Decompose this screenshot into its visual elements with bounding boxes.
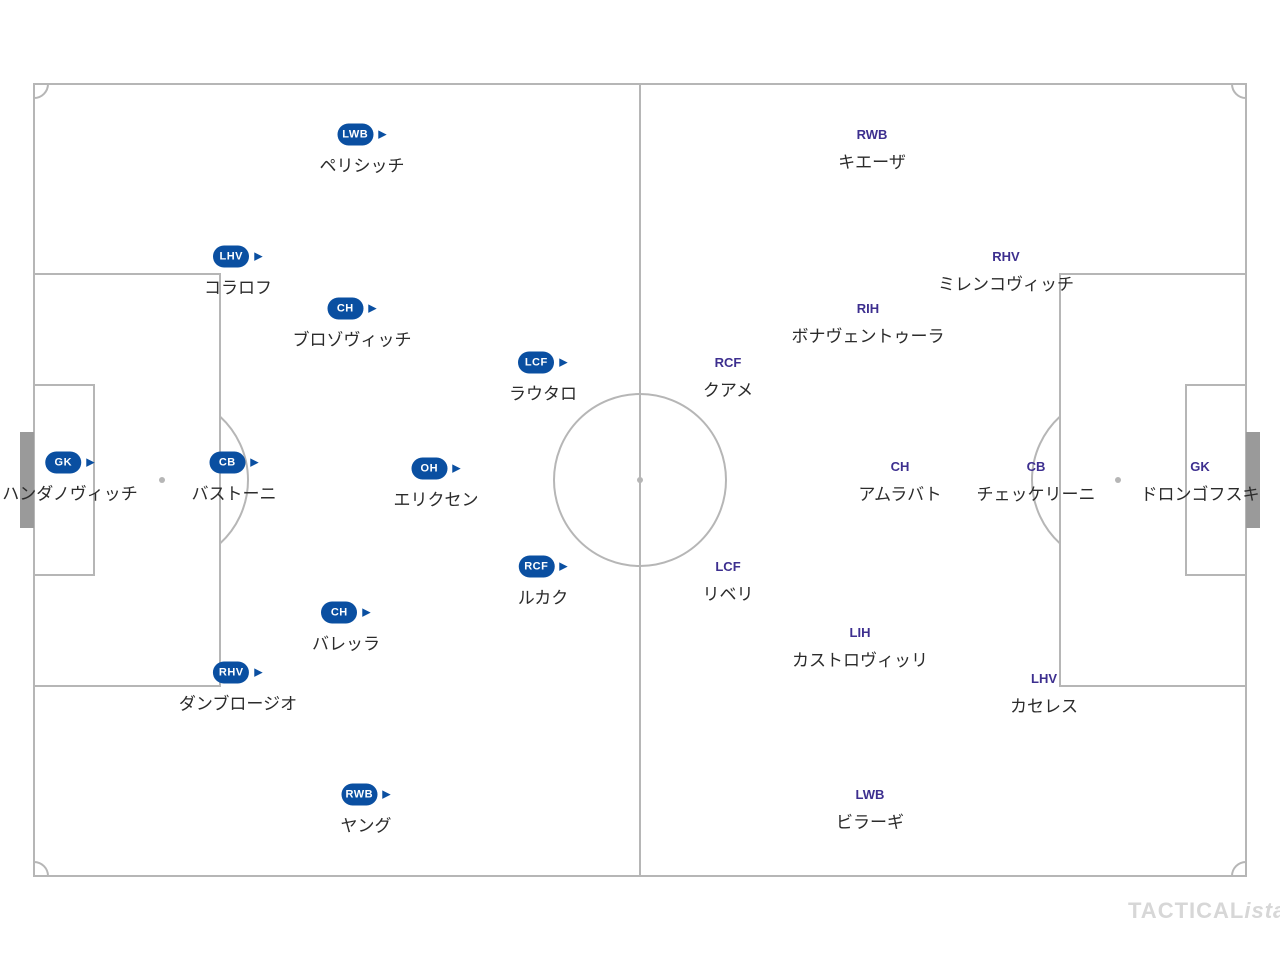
player-name: アムラバト [858,480,941,505]
blue-player-rhv-3: RHV ▶ ダンブロージオ [179,662,297,715]
blue-player-rcf-10: RCF ▶ ルカク [518,556,569,609]
position-badge: RWB [341,784,377,806]
player-name: ダンブロージオ [179,690,297,715]
player-name: ブロゾヴィッチ [293,326,412,351]
purple-player-cb-2: CB チェッケリーニ [977,459,1096,505]
player-name: ボナヴェントゥーラ [792,322,945,347]
player-name: ハンダノヴィッチ [2,480,138,505]
position-label: LWB [836,787,904,802]
position-badge: CH [321,602,357,624]
position-label: RCF [703,355,753,370]
player-name: ヤング [341,812,392,837]
direction-arrow-icon: ▶ [250,456,258,469]
position-badge: GK [45,452,81,474]
purple-player-rwb-4: RWB キエーザ [838,127,906,173]
player-name: バレッラ [312,630,380,655]
blue-player-ch-7: CH ▶ バレッラ [312,602,380,655]
direction-arrow-icon: ▶ [254,666,262,679]
blue-player-gk-0: GK ▶ ハンダノヴィッチ [2,452,138,505]
position-label: LHV [1010,671,1078,686]
watermark-main: TACTICAL [1128,898,1244,923]
player-name: クアメ [703,376,753,401]
direction-arrow-icon: ▶ [382,788,390,801]
player-name: コラロフ [204,274,272,299]
player-name: チェッケリーニ [977,480,1096,505]
purple-player-rcf-9: RCF クアメ [703,355,753,401]
position-badge: OH [411,458,447,480]
blue-player-ch-5: CH ▶ ブロゾヴィッチ [293,298,412,351]
purple-player-lwb-8: LWB ビラーギ [836,787,904,833]
blue-player-rwb-8: RWB ▶ ヤング [341,784,392,837]
player-name: エリクセン [394,486,479,511]
direction-arrow-icon: ▶ [452,462,460,475]
direction-arrow-icon: ▶ [559,560,567,573]
blue-player-cb-2: CB ▶ バストーニ [192,452,277,505]
position-label: RWB [838,127,906,142]
position-badge: RHV [213,662,249,684]
blue-player-oh-6: OH ▶ エリクセン [394,458,479,511]
player-name: カセレス [1010,692,1078,717]
blue-player-lwb-4: LWB ▶ ペリシッチ [320,124,405,177]
player-name: リベリ [703,580,754,605]
player-name: ドロンゴフスキ [1141,480,1260,505]
watermark-ista: ista [1244,898,1280,923]
player-name: カストロヴィッリ [792,646,928,671]
position-badge: LCF [518,352,554,374]
player-name: ラウタロ [509,380,577,405]
player-name: キエーザ [838,148,906,173]
purple-player-lcf-10: LCF リベリ [703,559,754,605]
purple-player-ch-6: CH アムラバト [858,459,941,505]
direction-arrow-icon: ▶ [86,456,94,469]
direction-arrow-icon: ▶ [378,128,386,141]
position-label: LIH [792,625,928,640]
purple-player-lih-7: LIH カストロヴィッリ [792,625,928,671]
direction-arrow-icon: ▶ [368,302,376,315]
position-badge: CH [327,298,363,320]
position-label: LCF [703,559,754,574]
watermark: TACTICALista [1128,898,1280,924]
position-badge: CB [209,452,245,474]
purple-player-gk-0: GK ドロンゴフスキ [1141,459,1260,505]
position-badge: LHV [213,246,249,268]
stage: { "canvas": { "w": 1280, "h": 960, "bg":… [0,0,1280,960]
position-label: CB [977,459,1096,474]
player-name: ルカク [518,584,569,609]
position-label: GK [1141,459,1260,474]
purple-player-rhv-1: RHV ミレンコヴィッチ [938,249,1074,295]
purple-player-lhv-3: LHV カセレス [1010,671,1078,717]
direction-arrow-icon: ▶ [559,356,567,369]
player-name: バストーニ [192,480,277,505]
player-name: ビラーギ [836,808,904,833]
purple-player-rih-5: RIH ボナヴェントゥーラ [792,301,945,347]
position-badge: RCF [518,556,554,578]
player-name: ミレンコヴィッチ [938,270,1074,295]
position-label: CH [858,459,941,474]
position-badge: LWB [337,124,373,146]
direction-arrow-icon: ▶ [362,606,370,619]
direction-arrow-icon: ▶ [254,250,262,263]
blue-player-lhv-1: LHV ▶ コラロフ [204,246,272,299]
position-label: RHV [938,249,1074,264]
position-label: RIH [792,301,945,316]
player-name: ペリシッチ [320,152,405,177]
blue-player-lcf-9: LCF ▶ ラウタロ [509,352,577,405]
